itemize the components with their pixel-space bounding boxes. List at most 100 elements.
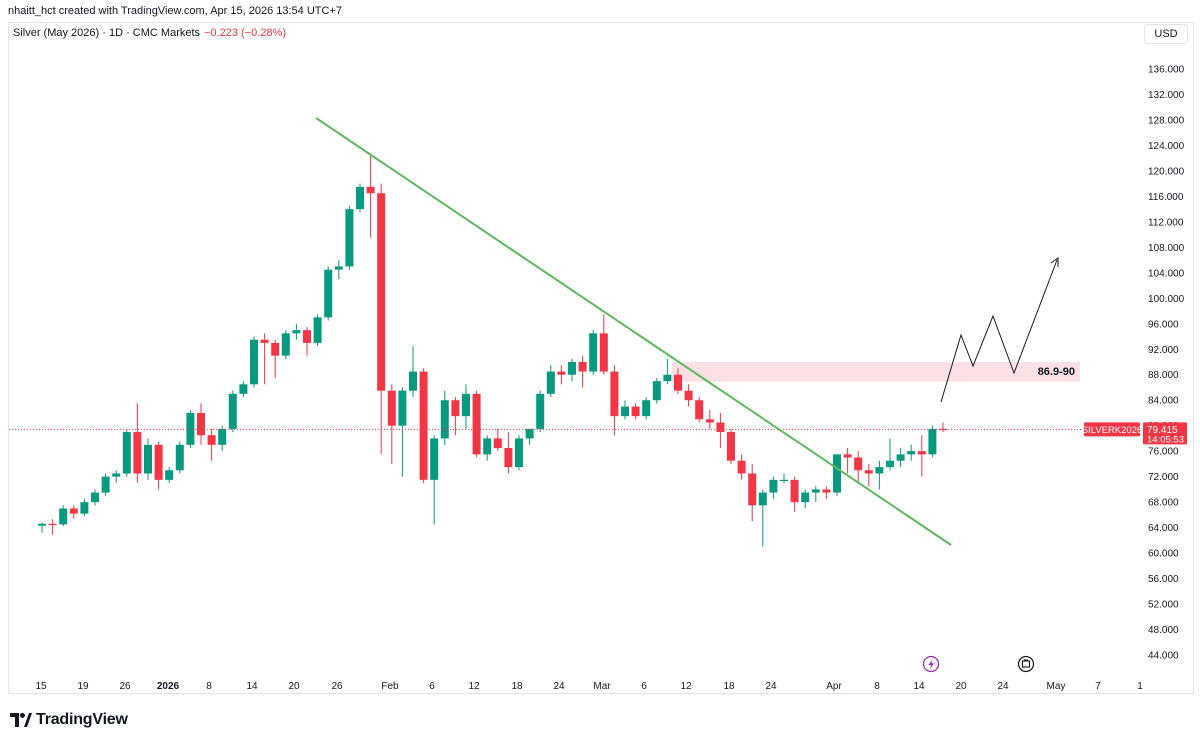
- candle[interactable]: [758, 489, 767, 547]
- candle[interactable]: [907, 444, 916, 461]
- candle[interactable]: [843, 447, 852, 474]
- candle[interactable]: [366, 154, 375, 238]
- candle[interactable]: [377, 183, 386, 455]
- candle[interactable]: [165, 467, 174, 484]
- candle[interactable]: [250, 336, 258, 388]
- candle[interactable]: [854, 451, 863, 484]
- candle[interactable]: [334, 260, 343, 280]
- candle[interactable]: [356, 183, 364, 213]
- candle[interactable]: [928, 425, 937, 458]
- candle[interactable]: [101, 473, 110, 496]
- candle[interactable]: [780, 473, 788, 484]
- candle[interactable]: [144, 438, 152, 480]
- candle[interactable]: [748, 463, 757, 522]
- candle[interactable]: [197, 403, 205, 445]
- candle[interactable]: [695, 397, 704, 423]
- candle-body: [207, 435, 216, 445]
- candle[interactable]: [398, 387, 407, 477]
- candle[interactable]: [705, 409, 714, 429]
- candle[interactable]: [218, 425, 227, 452]
- alarm-icon[interactable]: [1017, 655, 1035, 673]
- candle[interactable]: [303, 326, 311, 356]
- candle[interactable]: [833, 454, 841, 496]
- candle[interactable]: [228, 390, 237, 433]
- candle[interactable]: [493, 428, 502, 452]
- candle[interactable]: [769, 476, 778, 499]
- candle[interactable]: [589, 330, 598, 375]
- candle[interactable]: [515, 435, 523, 471]
- candle[interactable]: [631, 403, 640, 420]
- candle[interactable]: [239, 381, 248, 398]
- candle[interactable]: [38, 522, 46, 533]
- candle[interactable]: [536, 390, 545, 433]
- candle[interactable]: [207, 428, 216, 461]
- candle[interactable]: [642, 397, 651, 420]
- candle[interactable]: [663, 358, 672, 385]
- candle[interactable]: [568, 358, 576, 382]
- candle[interactable]: [578, 355, 587, 388]
- candle[interactable]: [504, 432, 513, 474]
- candle[interactable]: [727, 428, 735, 464]
- candle[interactable]: [652, 377, 661, 404]
- candle[interactable]: [546, 365, 555, 398]
- tradingview-brand[interactable]: TradingView: [10, 711, 128, 729]
- trendline[interactable]: [315, 117, 952, 546]
- candle[interactable]: [684, 384, 693, 407]
- resistance-zone[interactable]: [672, 362, 1080, 382]
- candle[interactable]: [790, 476, 799, 512]
- symbol-legend[interactable]: Silver (May 2026) · 1D · CMC Markets −0.2…: [13, 27, 286, 39]
- candle[interactable]: [822, 486, 831, 499]
- candle-body: [493, 438, 502, 448]
- candle[interactable]: [896, 447, 905, 468]
- candle[interactable]: [610, 365, 619, 436]
- candle[interactable]: [91, 489, 99, 506]
- projection-path[interactable]: [940, 259, 1058, 403]
- candle-body: [504, 447, 513, 468]
- candle[interactable]: [864, 463, 873, 487]
- candle[interactable]: [271, 339, 280, 378]
- candle[interactable]: [281, 330, 290, 359]
- candle[interactable]: [737, 454, 746, 480]
- candle[interactable]: [59, 505, 68, 527]
- candle[interactable]: [260, 333, 269, 385]
- candle[interactable]: [801, 489, 810, 509]
- candle[interactable]: [430, 435, 439, 525]
- candle[interactable]: [875, 460, 884, 490]
- candle[interactable]: [133, 403, 142, 484]
- candle[interactable]: [462, 384, 470, 429]
- candle[interactable]: [674, 368, 682, 394]
- candle[interactable]: [154, 441, 163, 490]
- candle[interactable]: [621, 400, 629, 420]
- candle[interactable]: [345, 205, 354, 270]
- candle[interactable]: [419, 368, 428, 484]
- candle[interactable]: [811, 486, 820, 503]
- candle[interactable]: [313, 314, 322, 347]
- candle[interactable]: [292, 323, 301, 340]
- candle[interactable]: [80, 498, 89, 517]
- candle[interactable]: [48, 519, 57, 535]
- candle[interactable]: [409, 346, 417, 398]
- candle[interactable]: [483, 435, 492, 461]
- candle[interactable]: [472, 390, 481, 458]
- candle[interactable]: [387, 384, 396, 464]
- candle[interactable]: [557, 365, 566, 385]
- candle[interactable]: [112, 470, 121, 484]
- candle[interactable]: [525, 428, 534, 445]
- candle-body: [621, 406, 629, 417]
- currency-button[interactable]: USD: [1144, 24, 1188, 44]
- candle[interactable]: [886, 438, 894, 471]
- candle[interactable]: [186, 409, 195, 448]
- candle[interactable]: [939, 422, 947, 433]
- y-tick-label: 76.000: [1148, 447, 1179, 458]
- lightning-icon[interactable]: [922, 655, 940, 673]
- candle[interactable]: [599, 314, 608, 375]
- candle[interactable]: [175, 441, 184, 474]
- candle[interactable]: [324, 266, 333, 321]
- candle[interactable]: [440, 390, 449, 445]
- candle[interactable]: [122, 428, 131, 477]
- candle[interactable]: [917, 435, 926, 477]
- candle[interactable]: [716, 412, 725, 448]
- candle[interactable]: [451, 397, 460, 436]
- candle[interactable]: [69, 505, 78, 519]
